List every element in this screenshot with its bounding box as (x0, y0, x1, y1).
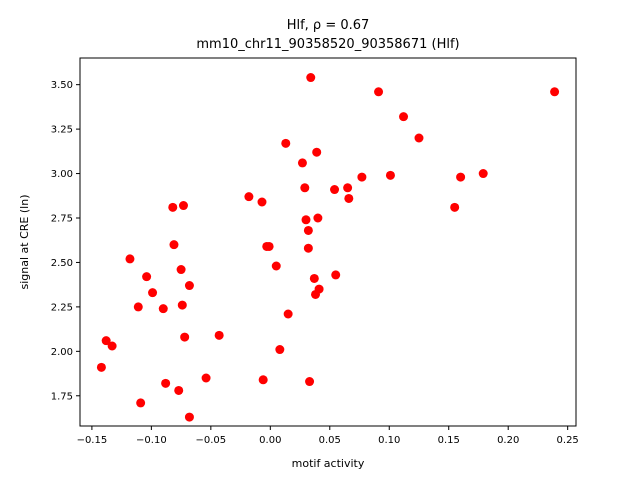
x-tick-label-2: −0.05 (196, 435, 227, 446)
x-tick-label-3: 0.00 (259, 435, 281, 446)
x-tick-label-5: 0.10 (378, 435, 400, 446)
data-point-35 (305, 377, 315, 387)
data-point-46 (357, 172, 367, 182)
data-points (96, 73, 560, 422)
data-point-21 (244, 192, 254, 202)
plot-area-frame (79, 57, 577, 427)
data-point-27 (275, 345, 285, 355)
chart-title-line2: mm10_chr11_90358520_90358671 (Hlf) (196, 37, 459, 52)
y-tick-label-2: 2.25 (51, 302, 73, 313)
data-point-13 (176, 265, 186, 275)
data-point-45 (344, 193, 354, 203)
data-point-11 (169, 240, 179, 250)
data-point-18 (184, 412, 194, 422)
y-tick-label-5: 3.00 (51, 169, 73, 180)
data-point-10 (168, 202, 178, 212)
data-point-48 (385, 170, 395, 180)
data-point-4 (133, 302, 143, 312)
data-point-31 (300, 183, 310, 193)
data-point-37 (309, 273, 319, 283)
data-point-7 (148, 288, 158, 298)
data-point-43 (331, 270, 341, 280)
x-tick-label-0: −0.15 (77, 435, 108, 446)
data-point-9 (161, 378, 171, 388)
y-tick-label-3: 2.50 (51, 258, 73, 269)
data-point-34 (303, 243, 313, 253)
y-tick-label-7: 3.50 (51, 80, 73, 91)
x-tick-label-7: 0.20 (497, 435, 519, 446)
data-point-26 (271, 261, 281, 271)
data-point-19 (214, 330, 224, 340)
data-point-12 (174, 385, 184, 395)
data-point-47 (374, 87, 384, 97)
data-point-14 (177, 300, 187, 310)
data-point-44 (343, 183, 353, 193)
data-point-0 (96, 362, 106, 372)
data-point-54 (550, 87, 560, 97)
y-axis-label: signal at CRE (ln) (18, 195, 31, 290)
data-point-53 (478, 169, 488, 179)
data-point-30 (297, 158, 307, 168)
data-point-36 (306, 73, 316, 83)
data-point-6 (142, 272, 152, 282)
data-point-8 (158, 304, 168, 314)
x-tick-label-4: 0.05 (319, 435, 341, 446)
data-point-25 (264, 241, 274, 251)
y-tick-label-1: 2.00 (51, 347, 73, 358)
y-tick-label-0: 1.75 (51, 391, 73, 402)
data-point-32 (301, 215, 311, 225)
data-point-5 (136, 398, 146, 408)
data-point-2 (107, 341, 117, 351)
data-point-17 (184, 281, 194, 291)
y-tick-label-4: 2.75 (51, 214, 73, 225)
data-point-29 (283, 309, 293, 319)
x-axis-ticks: −0.15 −0.10 −0.05 0.00 0.05 0.10 0.15 0.20 0.25 (77, 426, 579, 446)
data-point-50 (414, 133, 424, 143)
data-point-33 (303, 225, 313, 235)
data-point-49 (399, 112, 409, 122)
data-point-39 (312, 147, 322, 157)
data-point-28 (281, 138, 291, 148)
data-point-16 (180, 332, 190, 342)
chart-title-line1: Hlf, ρ = 0.67 (287, 18, 370, 33)
x-tick-label-6: 0.15 (438, 435, 460, 446)
data-point-1 (101, 336, 111, 346)
x-axis-label: motif activity (292, 457, 365, 470)
y-axis-ticks: 1.75 2.00 2.25 2.50 2.75 3.00 3.25 3.50 (51, 80, 80, 402)
y-tick-label-6: 3.25 (51, 125, 73, 136)
data-point-41 (314, 284, 324, 294)
data-point-20 (201, 373, 211, 383)
data-point-51 (450, 202, 460, 212)
data-point-3 (125, 254, 135, 264)
data-point-42 (330, 185, 340, 195)
data-point-15 (178, 201, 188, 211)
x-tick-label-1: −0.10 (136, 435, 167, 446)
data-point-52 (456, 172, 466, 182)
data-point-23 (258, 375, 268, 385)
data-point-40 (313, 213, 323, 223)
x-tick-label-8: 0.25 (557, 435, 579, 446)
data-point-22 (257, 197, 267, 207)
